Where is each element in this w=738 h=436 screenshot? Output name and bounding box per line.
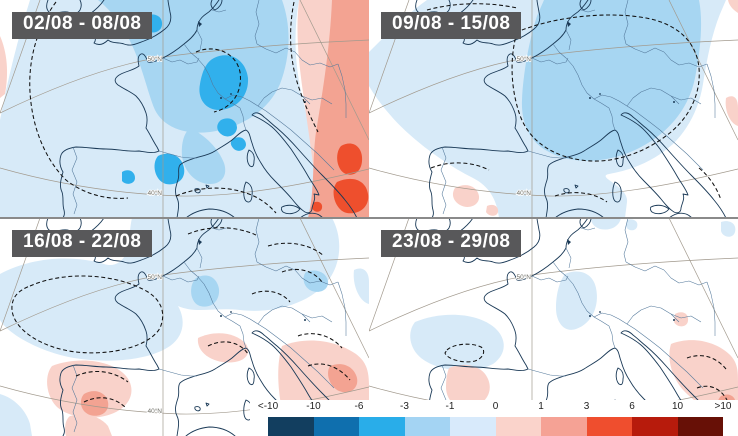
colorbar-tick: -10 bbox=[306, 401, 321, 412]
lat-50-label: 50°N bbox=[516, 273, 531, 281]
lat-50-label: 50°N bbox=[516, 55, 531, 63]
lat-40-label: 40°N bbox=[516, 189, 531, 197]
colorbar-tick: -1 bbox=[445, 401, 455, 412]
colorbar-color-segment bbox=[586, 417, 632, 436]
lat-50-label: 50°N bbox=[147, 273, 162, 281]
colorbar-tick: <-10 bbox=[257, 401, 279, 412]
colorbar-tick: 1 bbox=[538, 401, 544, 412]
colorbar-color-segment bbox=[313, 417, 359, 436]
colorbar-color-segment bbox=[359, 417, 405, 436]
panel-date-label: 23/08 - 29/08 bbox=[381, 230, 522, 257]
colorbar-legend: <-10 -10 -6 -3 -1 0 1 3 6 10 >10 bbox=[250, 400, 738, 436]
colorbar-tick: 0 bbox=[492, 401, 499, 412]
lat-50-label: 50°N bbox=[147, 55, 162, 63]
colorbar-tick-labels: <-10 -10 -6 -3 -1 0 1 3 6 10 >10 bbox=[250, 401, 738, 415]
panel-date-label: 16/08 - 22/08 bbox=[12, 230, 153, 257]
colorbar-color-segment bbox=[495, 417, 541, 436]
anomaly-layer bbox=[0, 0, 369, 218]
colorbar-color-segment bbox=[268, 417, 314, 436]
colorbar-tick: 10 bbox=[671, 401, 684, 412]
colorbar-color-segment bbox=[450, 417, 496, 436]
lat-40-label: 40°N bbox=[147, 407, 162, 415]
contour-layer bbox=[29, 1, 319, 214]
colorbar-tick: 6 bbox=[629, 401, 635, 412]
colorbar-segments bbox=[268, 417, 723, 436]
colorbar-color-segment bbox=[404, 417, 450, 436]
colorbar-color-segment bbox=[632, 417, 678, 436]
colorbar-tick: >10 bbox=[714, 401, 732, 412]
europe-anomaly-map-week-2: 50°N 40°N bbox=[369, 0, 738, 218]
lat-40-label: 40°N bbox=[147, 189, 162, 197]
colorbar-tick: 3 bbox=[583, 401, 590, 412]
contour-layer bbox=[444, 343, 728, 401]
europe-anomaly-map-week-1: 50°N 40°N bbox=[0, 0, 369, 218]
panel-date-label: 09/08 - 15/08 bbox=[381, 12, 522, 39]
colorbar-color-segment bbox=[677, 417, 723, 436]
panel-week-2: 50°N 40°N 09/08 - 15/08 bbox=[369, 0, 738, 218]
panel-date-label: 02/08 - 08/08 bbox=[12, 12, 153, 39]
contour-layer bbox=[11, 227, 351, 409]
anomaly-layer bbox=[369, 0, 738, 218]
colorbar-tick: -3 bbox=[400, 401, 409, 412]
panel-row-divider bbox=[0, 217, 738, 219]
colorbar-tick: -6 bbox=[354, 401, 364, 412]
colorbar-color-segment bbox=[541, 417, 587, 436]
contour-layer bbox=[426, 3, 722, 203]
panel-week-1: 50°N 40°N 02/08 - 08/08 bbox=[0, 0, 369, 218]
